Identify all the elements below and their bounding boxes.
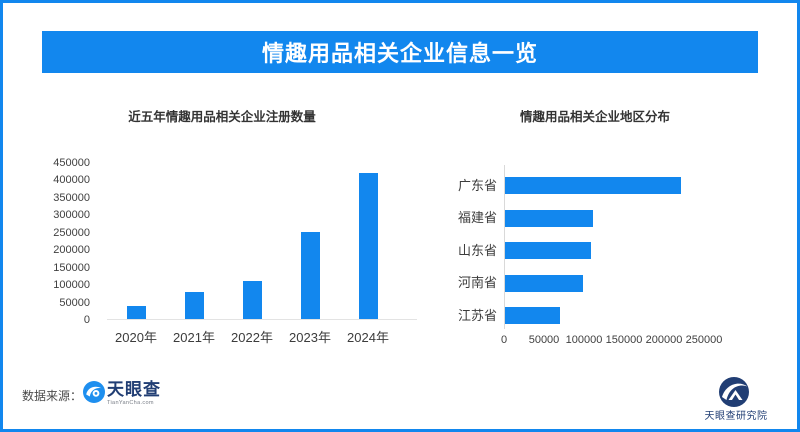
tianyancha-research-logo-text: 天眼查研究院	[704, 411, 768, 422]
y-tick-label: 250000	[53, 226, 90, 239]
y-tick-label: 0	[83, 314, 90, 326]
bar-河南省	[505, 274, 583, 292]
category-label: 山东省	[457, 242, 497, 258]
right-chart-x-axis: 0 50000 100000 150000 200000 250000	[440, 334, 770, 348]
left-chart-x-labels: 2020年 2021年 2022年 2023年 2024年	[107, 327, 417, 345]
bar-2023年	[300, 231, 320, 319]
left-chart-plot	[107, 163, 417, 320]
y-tick-label: 450000	[53, 157, 90, 169]
tianyancha-research-logo-icon	[719, 377, 749, 407]
right-chart-axis-line	[504, 165, 505, 329]
right-chart-rows: 广东省福建省山东省河南省江苏省	[440, 165, 770, 330]
x-tick-label: 50000	[528, 334, 560, 346]
left-chart-title: 近五年情趣用品相关企业注册数量	[128, 110, 316, 124]
x-tick-label: 2020年	[115, 330, 157, 345]
bar-2020年	[126, 306, 146, 319]
right-chart-title: 情趣用品相关企业地区分布	[519, 110, 670, 124]
y-tick-label: 50000	[59, 296, 90, 309]
left-chart-y-axis: 450000 400000 350000 300000 250000 200000 1500…	[40, 157, 98, 333]
x-tick-label: 150000	[605, 334, 643, 346]
y-tick-label: 400000	[53, 174, 90, 187]
x-tick-label: 250000	[685, 334, 723, 346]
x-tick-label: 2021年	[173, 330, 215, 345]
x-tick-label: 2023年	[289, 330, 331, 345]
y-tick-label: 300000	[53, 209, 90, 222]
bar-2021年	[184, 291, 204, 319]
x-tick-label: 0	[500, 334, 508, 346]
bar-山东省	[505, 242, 592, 260]
tianyancha-logo-text: 天眼查	[107, 380, 161, 399]
x-tick-label: 100000	[565, 334, 603, 346]
y-tick-label: 350000	[53, 191, 90, 204]
x-tick-label: 2024年	[347, 330, 389, 345]
header-banner: 情趣用品相关企业信息一览	[42, 31, 758, 73]
category-label: 福建省	[457, 210, 497, 226]
bar-2024年	[358, 172, 378, 319]
y-tick-label: 200000	[53, 244, 90, 257]
page-title: 情趣用品相关企业信息一览	[261, 41, 538, 66]
bar-江苏省	[505, 307, 561, 325]
y-tick-label: 100000	[53, 279, 90, 292]
bar-广东省	[505, 177, 681, 194]
category-label: 广东省	[457, 177, 497, 193]
x-tick-label: 2022年	[231, 330, 273, 345]
category-label: 河南省	[457, 275, 497, 291]
bar-福建省	[505, 209, 593, 227]
bar-2022年	[242, 280, 262, 319]
tianyancha-logo: 天眼查 TianYanCha.com	[107, 380, 183, 409]
tianyancha-logo-icon	[83, 381, 105, 403]
data-source-label: 数据来源：	[22, 389, 83, 403]
y-tick-label: 150000	[53, 261, 90, 274]
x-tick-label: 200000	[645, 334, 683, 346]
category-label: 江苏省	[457, 307, 497, 323]
tianyancha-logo-subtext: TianYanCha.com	[107, 399, 154, 406]
